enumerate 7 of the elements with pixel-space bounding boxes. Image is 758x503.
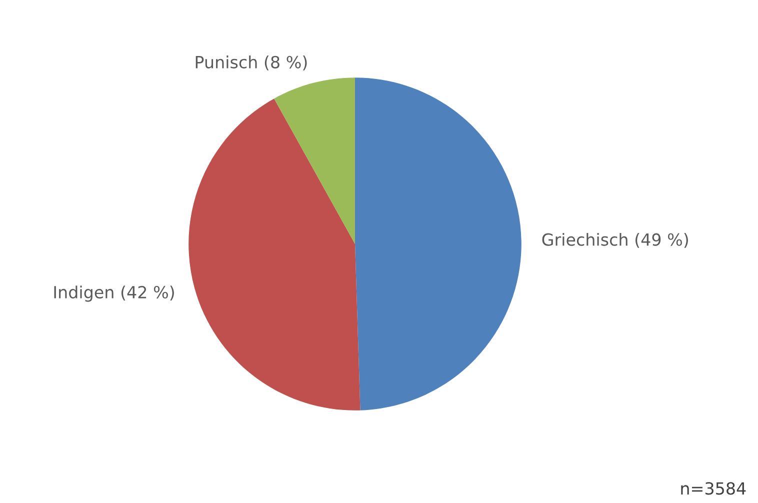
slice-label: Griechisch (49 %) (542, 232, 688, 248)
slice-label: Indigen (42 %) (54, 286, 174, 302)
slice-label: Punisch (8 %) (196, 56, 307, 70)
pie-slice (274, 78, 355, 244)
text: n=3584 (681, 482, 746, 495)
pie-slice (188, 98, 360, 410)
pie-slice (355, 78, 522, 410)
